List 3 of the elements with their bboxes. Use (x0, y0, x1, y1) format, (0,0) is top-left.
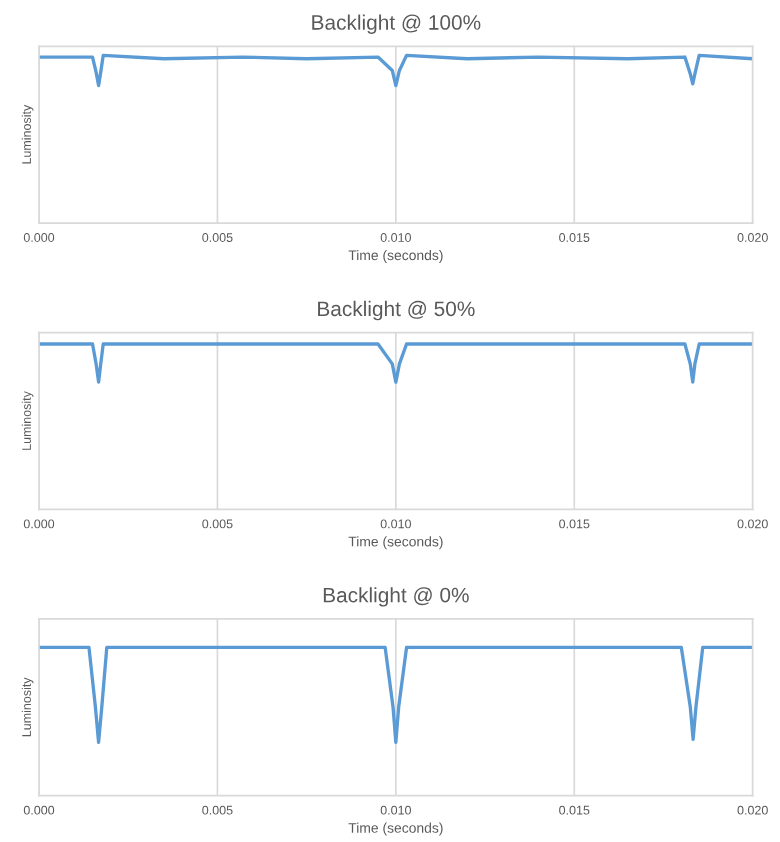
chart-title: Backlight @ 0% (323, 587, 469, 607)
chart-title: Backlight @ 50% (318, 300, 475, 321)
chart-title: Backlight @ 100% (312, 14, 481, 34)
